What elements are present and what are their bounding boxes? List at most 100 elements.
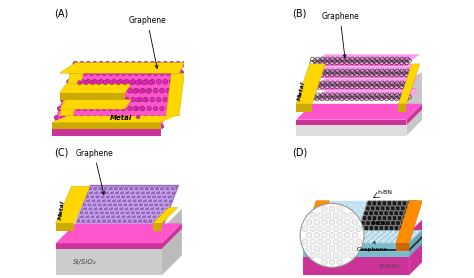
Circle shape bbox=[131, 79, 136, 84]
Circle shape bbox=[121, 106, 126, 111]
Circle shape bbox=[163, 79, 168, 84]
Circle shape bbox=[355, 203, 358, 206]
Circle shape bbox=[335, 227, 338, 230]
Circle shape bbox=[140, 106, 145, 111]
Circle shape bbox=[354, 208, 356, 211]
Polygon shape bbox=[55, 224, 74, 231]
Circle shape bbox=[73, 79, 78, 84]
Circle shape bbox=[129, 81, 133, 85]
Circle shape bbox=[328, 234, 332, 237]
Circle shape bbox=[356, 235, 360, 239]
Circle shape bbox=[387, 240, 391, 243]
Circle shape bbox=[346, 213, 349, 216]
Polygon shape bbox=[396, 243, 409, 251]
Polygon shape bbox=[312, 90, 420, 100]
Circle shape bbox=[359, 238, 363, 242]
Polygon shape bbox=[52, 129, 161, 136]
Polygon shape bbox=[296, 64, 325, 104]
Circle shape bbox=[361, 237, 364, 240]
Circle shape bbox=[115, 88, 119, 93]
Circle shape bbox=[121, 124, 126, 128]
Circle shape bbox=[137, 97, 142, 102]
Circle shape bbox=[150, 61, 155, 66]
Circle shape bbox=[109, 81, 114, 85]
Polygon shape bbox=[60, 93, 125, 100]
Circle shape bbox=[147, 124, 151, 128]
Circle shape bbox=[396, 237, 400, 240]
Polygon shape bbox=[303, 251, 409, 257]
Circle shape bbox=[121, 70, 126, 75]
Circle shape bbox=[156, 115, 161, 120]
Circle shape bbox=[80, 79, 84, 84]
Circle shape bbox=[340, 213, 343, 216]
Polygon shape bbox=[312, 54, 420, 64]
Circle shape bbox=[327, 235, 330, 239]
Circle shape bbox=[347, 208, 351, 211]
Polygon shape bbox=[409, 219, 422, 275]
Circle shape bbox=[329, 238, 333, 242]
Circle shape bbox=[358, 234, 362, 237]
Circle shape bbox=[160, 124, 164, 128]
Circle shape bbox=[368, 235, 372, 239]
Circle shape bbox=[321, 240, 325, 243]
Circle shape bbox=[82, 70, 88, 75]
Circle shape bbox=[349, 237, 352, 240]
Circle shape bbox=[118, 79, 123, 84]
Circle shape bbox=[380, 230, 383, 234]
Circle shape bbox=[105, 61, 110, 66]
Circle shape bbox=[356, 230, 359, 234]
Circle shape bbox=[137, 61, 142, 66]
Circle shape bbox=[182, 61, 187, 66]
Circle shape bbox=[368, 230, 371, 234]
Polygon shape bbox=[312, 76, 419, 78]
Circle shape bbox=[326, 230, 330, 234]
Circle shape bbox=[76, 70, 81, 75]
Circle shape bbox=[351, 235, 354, 239]
Circle shape bbox=[378, 232, 382, 235]
Circle shape bbox=[323, 234, 326, 237]
Circle shape bbox=[102, 88, 107, 93]
Circle shape bbox=[133, 106, 137, 110]
Polygon shape bbox=[312, 66, 420, 76]
Circle shape bbox=[319, 232, 322, 235]
Circle shape bbox=[143, 61, 149, 66]
Circle shape bbox=[80, 97, 84, 102]
Circle shape bbox=[124, 79, 129, 84]
Circle shape bbox=[175, 61, 181, 66]
Circle shape bbox=[142, 98, 146, 102]
Circle shape bbox=[115, 124, 119, 128]
Polygon shape bbox=[303, 243, 422, 257]
Circle shape bbox=[343, 203, 346, 206]
Polygon shape bbox=[409, 238, 422, 257]
Circle shape bbox=[371, 238, 374, 242]
Polygon shape bbox=[60, 100, 131, 109]
Polygon shape bbox=[296, 120, 407, 125]
Circle shape bbox=[379, 237, 382, 240]
Circle shape bbox=[347, 238, 351, 242]
Circle shape bbox=[169, 61, 174, 66]
Circle shape bbox=[408, 232, 411, 235]
Polygon shape bbox=[162, 224, 182, 249]
Circle shape bbox=[169, 97, 174, 102]
Circle shape bbox=[319, 222, 322, 225]
Circle shape bbox=[374, 230, 377, 234]
Circle shape bbox=[91, 81, 95, 85]
Circle shape bbox=[73, 61, 78, 66]
Circle shape bbox=[148, 81, 153, 85]
Circle shape bbox=[99, 61, 104, 66]
Circle shape bbox=[337, 203, 340, 206]
Circle shape bbox=[392, 230, 395, 234]
Circle shape bbox=[366, 232, 370, 235]
Circle shape bbox=[313, 237, 317, 240]
Circle shape bbox=[340, 234, 344, 237]
Circle shape bbox=[319, 237, 323, 240]
Circle shape bbox=[328, 213, 331, 216]
Circle shape bbox=[153, 70, 158, 75]
Circle shape bbox=[136, 115, 140, 119]
Circle shape bbox=[57, 106, 62, 111]
Text: (C): (C) bbox=[54, 148, 69, 158]
Polygon shape bbox=[52, 122, 161, 129]
Circle shape bbox=[141, 124, 145, 128]
Circle shape bbox=[128, 124, 132, 128]
Circle shape bbox=[124, 61, 129, 66]
